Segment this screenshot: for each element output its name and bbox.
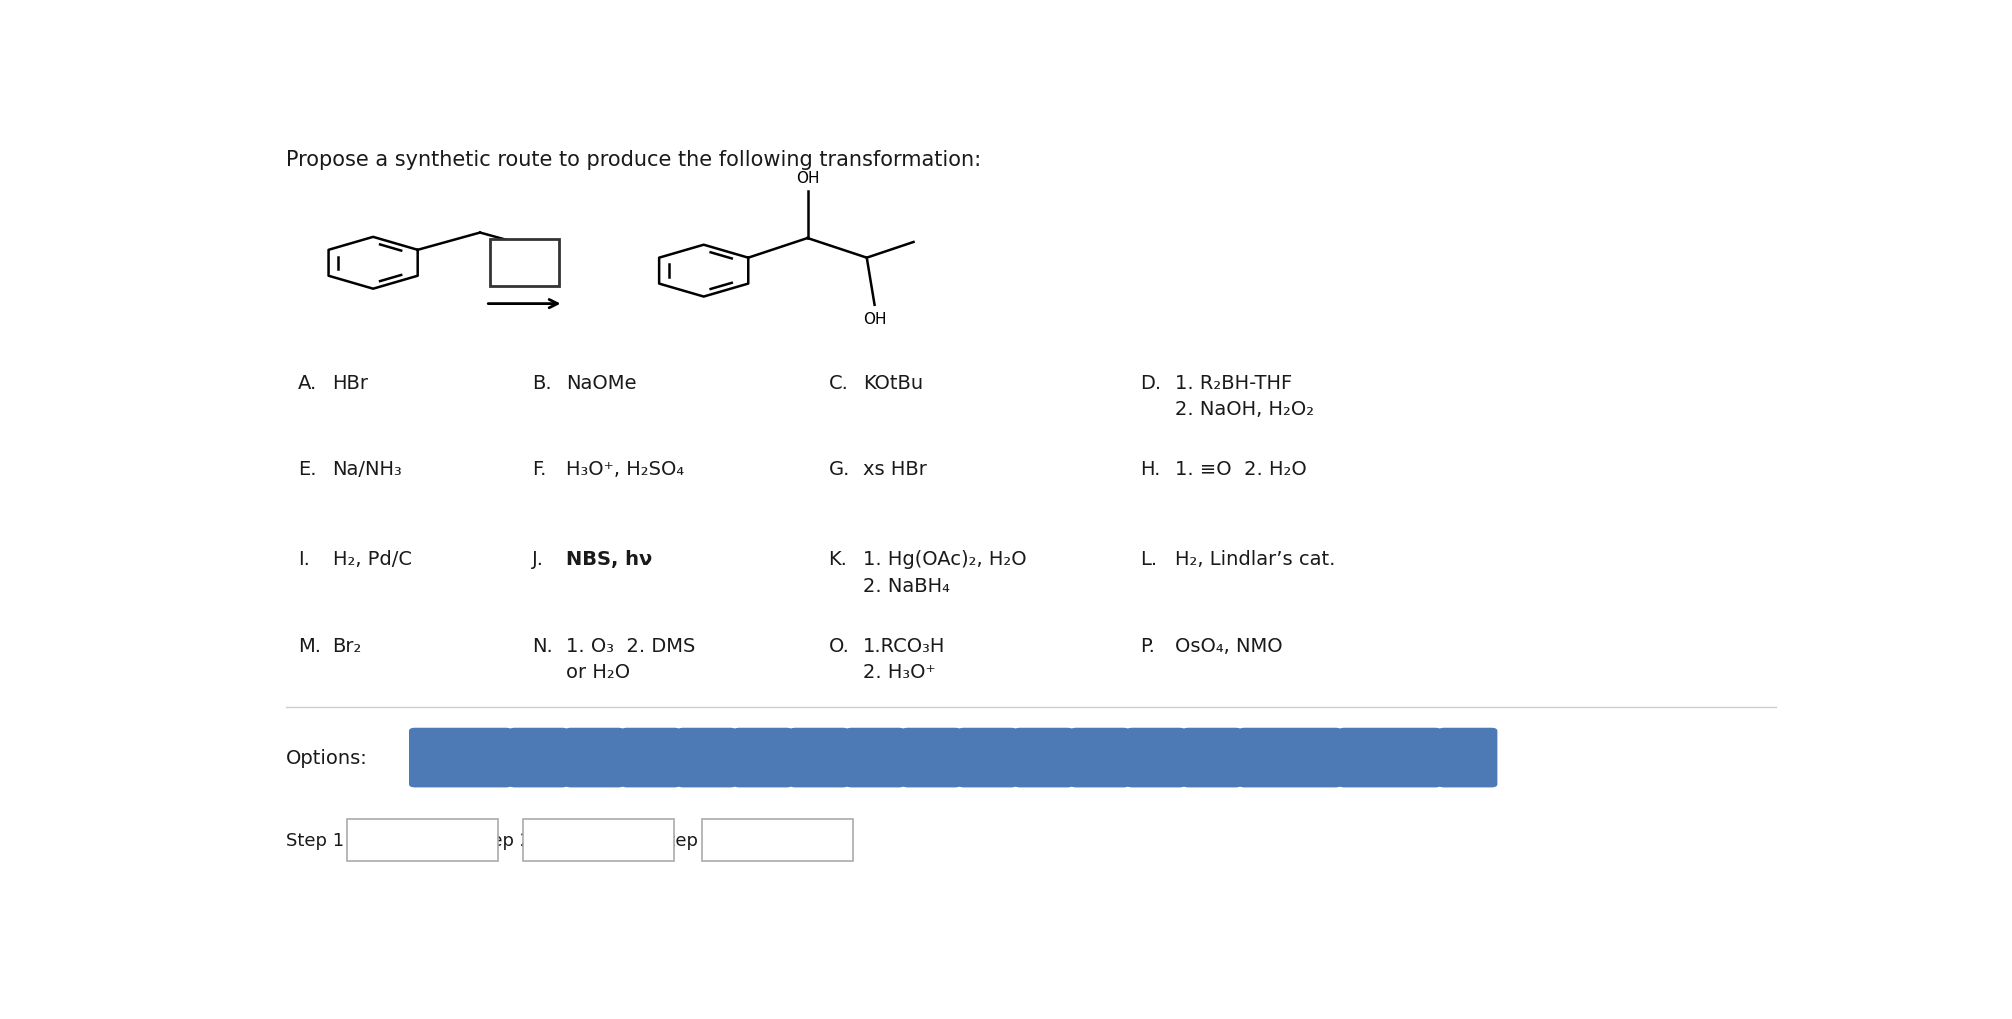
Text: M.: M. (298, 636, 322, 655)
FancyBboxPatch shape (732, 728, 793, 788)
Text: K: K (590, 750, 600, 765)
Text: I: I (535, 750, 541, 765)
Text: Step 3: Step 3 (656, 832, 714, 849)
Text: H₃O⁺, H₂SO₄: H₃O⁺, H₂SO₄ (567, 460, 684, 479)
Text: H₂, Lindlar’s cat.: H₂, Lindlar’s cat. (1175, 550, 1336, 569)
Text: F: F (1207, 750, 1217, 765)
FancyBboxPatch shape (678, 728, 736, 788)
Text: NBS, hν: NBS, hν (567, 550, 652, 569)
FancyBboxPatch shape (1439, 728, 1497, 788)
Text: D: D (700, 750, 712, 765)
Text: G.: G. (829, 460, 849, 479)
Text: ?: ? (515, 249, 533, 277)
Text: N: N (869, 750, 881, 765)
Text: B or C: B or C (437, 750, 485, 765)
FancyBboxPatch shape (1070, 728, 1129, 788)
FancyBboxPatch shape (523, 819, 674, 861)
Text: NaOMe: NaOMe (567, 373, 638, 392)
FancyBboxPatch shape (491, 239, 559, 286)
Text: xs HBr: xs HBr (863, 460, 928, 479)
Text: A: A (757, 750, 769, 765)
FancyBboxPatch shape (901, 728, 962, 788)
Text: B only: B only (1364, 750, 1414, 765)
FancyBboxPatch shape (509, 728, 567, 788)
Text: H: H (982, 750, 994, 765)
Text: L.: L. (1141, 550, 1157, 569)
Text: ⌄: ⌄ (479, 834, 489, 847)
Text: ⌄: ⌄ (835, 834, 845, 847)
FancyBboxPatch shape (346, 819, 497, 861)
Text: C only: C only (1266, 750, 1316, 765)
Text: L: L (815, 750, 823, 765)
Text: P: P (1038, 750, 1048, 765)
Text: K.: K. (829, 550, 847, 569)
FancyBboxPatch shape (1338, 728, 1441, 788)
Text: Br₂: Br₂ (332, 636, 362, 655)
FancyBboxPatch shape (958, 728, 1018, 788)
Text: E.: E. (298, 460, 316, 479)
Text: J: J (648, 750, 654, 765)
Text: J.: J. (531, 550, 543, 569)
Text: C.: C. (829, 373, 849, 392)
FancyBboxPatch shape (622, 728, 680, 788)
Text: Step 2: Step 2 (473, 832, 531, 849)
Text: O: O (1093, 750, 1107, 765)
Text: 1.RCO₃H
2. H₃O⁺: 1.RCO₃H 2. H₃O⁺ (863, 636, 946, 682)
Text: P.: P. (1141, 636, 1155, 655)
Text: B.: B. (531, 373, 551, 392)
Text: I.: I. (298, 550, 310, 569)
Text: Options:: Options: (286, 748, 368, 767)
FancyBboxPatch shape (1239, 728, 1342, 788)
Text: OH: OH (797, 170, 819, 185)
FancyBboxPatch shape (789, 728, 849, 788)
Text: H₂, Pd/C: H₂, Pd/C (332, 550, 412, 569)
FancyBboxPatch shape (1127, 728, 1185, 788)
Text: KOtBu: KOtBu (863, 373, 924, 392)
Text: G: G (926, 750, 938, 765)
FancyBboxPatch shape (1014, 728, 1072, 788)
Text: E: E (1151, 750, 1161, 765)
FancyBboxPatch shape (1183, 728, 1241, 788)
Text: Na/NH₃: Na/NH₃ (332, 460, 402, 479)
Text: HBr: HBr (332, 373, 368, 392)
Text: OH: OH (863, 312, 887, 327)
Text: Step 1: Step 1 (286, 832, 344, 849)
Text: F.: F. (531, 460, 547, 479)
Text: H.: H. (1141, 460, 1161, 479)
Text: M: M (1461, 750, 1475, 765)
Text: ⌄: ⌄ (654, 834, 666, 847)
Text: 1. Hg(OAc)₂, H₂O
2. NaBH₄: 1. Hg(OAc)₂, H₂O 2. NaBH₄ (863, 550, 1026, 595)
Text: 1. O₃  2. DMS
or H₂O: 1. O₃ 2. DMS or H₂O (567, 636, 696, 682)
Text: D.: D. (1141, 373, 1161, 392)
FancyBboxPatch shape (408, 728, 511, 788)
FancyBboxPatch shape (565, 728, 624, 788)
Text: N.: N. (531, 636, 553, 655)
FancyBboxPatch shape (702, 819, 853, 861)
Text: Propose a synthetic route to produce the following transformation:: Propose a synthetic route to produce the… (286, 150, 982, 170)
Text: OsO₄, NMO: OsO₄, NMO (1175, 636, 1282, 655)
Text: 1. R₂BH-THF
2. NaOH, H₂O₂: 1. R₂BH-THF 2. NaOH, H₂O₂ (1175, 373, 1314, 419)
Text: 1. ≡O  2. H₂O: 1. ≡O 2. H₂O (1175, 460, 1306, 479)
FancyBboxPatch shape (845, 728, 905, 788)
Text: A.: A. (298, 373, 318, 392)
Text: O.: O. (829, 636, 849, 655)
